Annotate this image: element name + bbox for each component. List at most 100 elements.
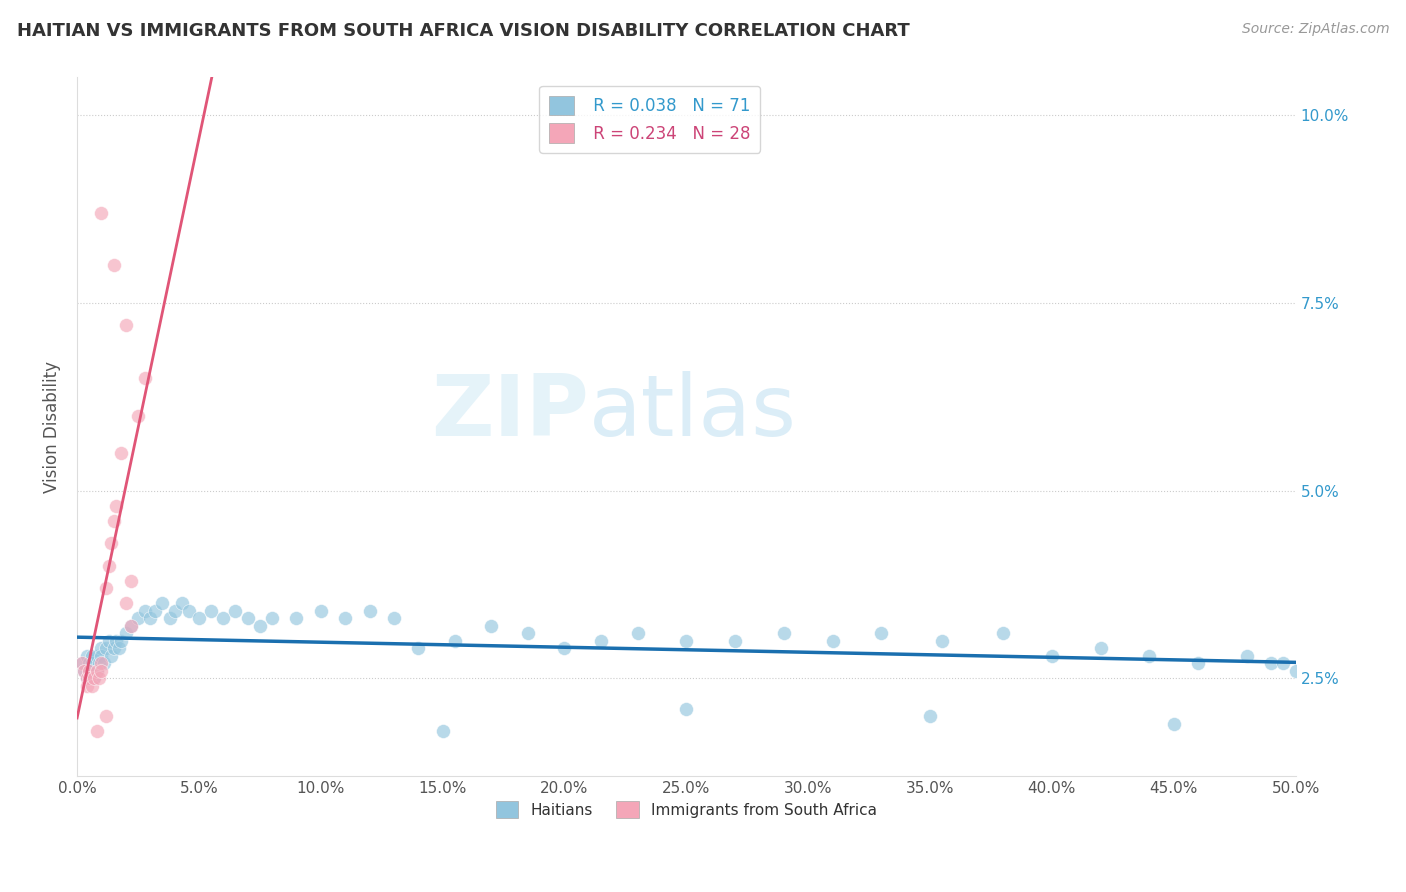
Point	[110, 634, 132, 648]
Point	[309, 604, 332, 618]
Point	[77, 657, 100, 671]
Point	[96, 641, 118, 656]
Point	[443, 634, 465, 648]
Point	[90, 664, 112, 678]
Point	[200, 604, 222, 618]
Point	[187, 611, 209, 625]
Point	[97, 558, 120, 573]
Point	[406, 641, 429, 656]
Point	[90, 648, 112, 663]
Point	[120, 574, 142, 588]
Point	[134, 371, 156, 385]
Point	[1040, 648, 1063, 663]
Point	[236, 611, 259, 625]
Point	[77, 664, 100, 678]
Point	[1260, 657, 1282, 671]
Point	[86, 664, 108, 678]
Point	[80, 648, 103, 663]
Point	[359, 604, 381, 618]
Text: ZIP: ZIP	[432, 371, 589, 454]
Point	[96, 709, 118, 723]
Point	[626, 626, 648, 640]
Point	[120, 619, 142, 633]
Point	[224, 604, 246, 618]
Point	[150, 596, 173, 610]
Point	[100, 536, 122, 550]
Point	[516, 626, 538, 640]
Point	[139, 611, 162, 625]
Point	[675, 634, 697, 648]
Point	[114, 318, 136, 333]
Text: atlas: atlas	[589, 371, 797, 454]
Point	[432, 724, 454, 739]
Point	[97, 634, 120, 648]
Point	[212, 611, 235, 625]
Point	[870, 626, 893, 640]
Point	[249, 619, 271, 633]
Point	[772, 626, 794, 640]
Point	[333, 611, 356, 625]
Point	[86, 664, 108, 678]
Point	[110, 446, 132, 460]
Point	[86, 648, 108, 663]
Point	[105, 634, 128, 648]
Point	[93, 657, 115, 671]
Point	[90, 657, 112, 671]
Point	[76, 648, 98, 663]
Point	[105, 499, 128, 513]
Point	[76, 672, 98, 686]
Point	[821, 634, 844, 648]
Point	[179, 604, 201, 618]
Point	[170, 596, 193, 610]
Point	[918, 709, 941, 723]
Point	[1137, 648, 1160, 663]
Point	[73, 664, 96, 678]
Point	[127, 611, 149, 625]
Point	[114, 596, 136, 610]
Point	[1236, 648, 1258, 663]
Point	[90, 205, 112, 219]
Point	[76, 679, 98, 693]
Point	[1284, 664, 1306, 678]
Point	[80, 679, 103, 693]
Point	[77, 672, 100, 686]
Point	[107, 641, 129, 656]
Point	[724, 634, 747, 648]
Point	[80, 657, 103, 671]
Point	[260, 611, 283, 625]
Point	[1272, 657, 1295, 671]
Y-axis label: Vision Disability: Vision Disability	[44, 360, 60, 492]
Point	[83, 672, 105, 686]
Point	[1187, 657, 1209, 671]
Point	[70, 657, 93, 671]
Point	[159, 611, 181, 625]
Point	[76, 672, 98, 686]
Point	[120, 619, 142, 633]
Point	[87, 672, 110, 686]
Point	[1163, 716, 1185, 731]
Point	[553, 641, 575, 656]
Point	[103, 258, 125, 272]
Text: HAITIAN VS IMMIGRANTS FROM SOUTH AFRICA VISION DISABILITY CORRELATION CHART: HAITIAN VS IMMIGRANTS FROM SOUTH AFRICA …	[17, 22, 910, 40]
Point	[114, 626, 136, 640]
Point	[285, 611, 308, 625]
Point	[127, 409, 149, 423]
Legend: Haitians, Immigrants from South Africa: Haitians, Immigrants from South Africa	[489, 795, 883, 824]
Point	[73, 664, 96, 678]
Point	[589, 634, 612, 648]
Point	[70, 657, 93, 671]
Point	[83, 672, 105, 686]
Point	[163, 604, 186, 618]
Point	[87, 657, 110, 671]
Point	[86, 724, 108, 739]
Point	[134, 604, 156, 618]
Point	[382, 611, 405, 625]
Point	[143, 604, 166, 618]
Point	[103, 641, 125, 656]
Point	[991, 626, 1014, 640]
Point	[77, 664, 100, 678]
Point	[675, 701, 697, 715]
Point	[96, 582, 118, 596]
Point	[479, 619, 502, 633]
Text: Source: ZipAtlas.com: Source: ZipAtlas.com	[1241, 22, 1389, 37]
